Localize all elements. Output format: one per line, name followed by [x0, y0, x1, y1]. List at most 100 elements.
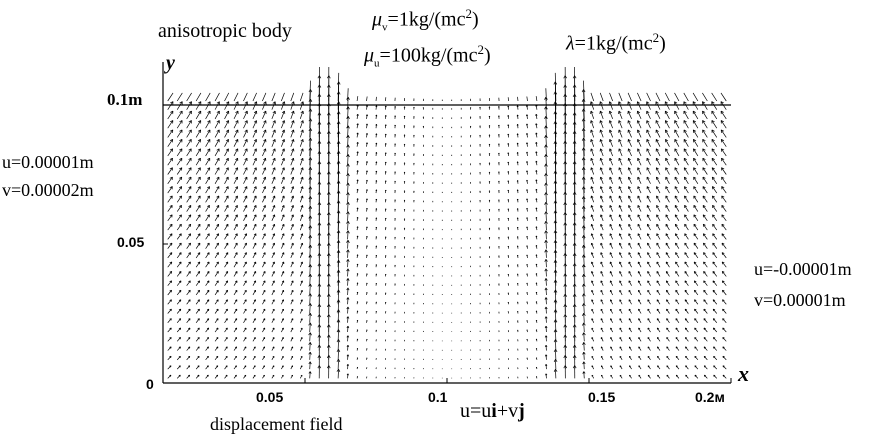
vector-shaft	[629, 346, 632, 351]
vector-arrow	[214, 289, 219, 296]
vector-head-left	[346, 249, 349, 253]
vector-shaft	[243, 337, 247, 342]
vector-arrow	[290, 346, 294, 351]
vector-arrow	[271, 365, 275, 370]
vector-head-right	[647, 261, 650, 264]
vector-shaft	[722, 374, 727, 379]
vector-arrow	[167, 223, 173, 231]
vector-shaft	[243, 356, 247, 361]
vector-head-right	[338, 190, 341, 194]
vector-head-right	[545, 201, 548, 205]
vector-shaft	[591, 261, 595, 268]
vector-head-left	[582, 312, 585, 316]
vector-arrow	[590, 261, 595, 268]
vector-arrow	[195, 233, 201, 240]
vector-arrow	[252, 365, 256, 370]
vector-arrow	[290, 214, 294, 221]
vector-shaft	[600, 186, 604, 194]
vector-arrow	[290, 252, 294, 259]
vector-shaft	[214, 167, 220, 175]
vector-shaft	[656, 318, 661, 323]
vector-arrow	[281, 252, 285, 259]
vector-arrow	[619, 355, 623, 361]
vector-shaft	[205, 365, 209, 370]
vector-arrow	[299, 337, 303, 342]
vector-arrow	[224, 289, 228, 296]
vector-head-right	[310, 205, 313, 209]
vector-shaft	[628, 327, 632, 333]
vector-arrow	[526, 310, 528, 314]
vector-shaft	[214, 308, 219, 314]
vector-head-right	[713, 337, 716, 339]
vector-head-left	[553, 160, 556, 164]
vector-arrow	[299, 374, 303, 379]
vector-arrow	[647, 318, 651, 323]
vector-arrow	[657, 346, 661, 351]
vector-head-right	[591, 346, 594, 348]
vector-shaft	[233, 365, 237, 370]
vector-head-left	[169, 214, 173, 217]
vector-arrow	[205, 280, 210, 286]
vector-head-right	[628, 205, 631, 208]
vector-arrow	[356, 207, 359, 212]
vector-arrow	[674, 186, 680, 194]
vector-arrow	[693, 261, 699, 268]
vector-arrow	[498, 227, 500, 231]
vector-shaft	[684, 242, 689, 249]
vector-shaft	[711, 176, 718, 184]
vector-arrow	[675, 318, 680, 323]
vector-shaft	[656, 280, 661, 286]
vector-head-right	[498, 199, 500, 201]
vector-head-left	[544, 173, 547, 177]
vector-head-right	[347, 182, 350, 186]
vector-head-right	[637, 214, 641, 217]
vector-head-left	[207, 167, 210, 170]
vector-head-right	[536, 245, 538, 247]
vector-shaft	[712, 308, 718, 314]
vector-head-left	[544, 240, 547, 243]
vector-shaft	[638, 280, 642, 286]
vector-arrow	[290, 308, 294, 314]
vector-head-right	[712, 289, 716, 292]
vector-shaft	[281, 261, 285, 268]
vector-arrow	[665, 261, 670, 268]
vector-head-right	[601, 346, 603, 348]
vector-arrow	[544, 297, 548, 305]
vector-shaft	[694, 346, 699, 351]
vector-shaft	[195, 261, 201, 268]
vector-arrow	[656, 337, 661, 342]
vector-head-right	[629, 355, 631, 358]
vector-shaft	[638, 356, 642, 361]
vector-arrow	[252, 223, 257, 231]
vector-arrow	[243, 337, 247, 342]
vector-arrow	[233, 327, 238, 333]
vector-arrow	[656, 195, 661, 203]
vector-arrow	[366, 207, 368, 212]
vector-head-right	[591, 271, 594, 273]
vector-arrow	[346, 297, 350, 305]
vector-arrow	[336, 349, 341, 360]
vector-shaft	[195, 327, 200, 333]
vector-head-right	[600, 214, 603, 217]
vector-shaft	[224, 280, 228, 286]
vector-arrow	[186, 252, 191, 259]
vector-head-right	[703, 271, 706, 273]
vector-head-right	[722, 346, 725, 348]
vector-head-right	[338, 240, 341, 244]
vector-shaft	[721, 186, 727, 194]
vector-arrow	[384, 283, 387, 286]
vector-head-right	[601, 337, 603, 339]
vector-shaft	[712, 242, 718, 249]
vector-head-right	[536, 291, 538, 294]
vector-arrow	[243, 308, 247, 314]
vector-head-right	[310, 157, 313, 161]
vector-arrow	[646, 176, 651, 184]
vector-shaft	[243, 186, 248, 194]
vector-shaft	[583, 342, 585, 351]
vector-head-left	[581, 254, 584, 258]
vector-arrow	[308, 332, 312, 342]
vector-shaft	[646, 176, 651, 184]
vector-arrow	[167, 242, 173, 249]
vector-head-right	[676, 355, 678, 358]
vector-head-right	[591, 280, 594, 283]
